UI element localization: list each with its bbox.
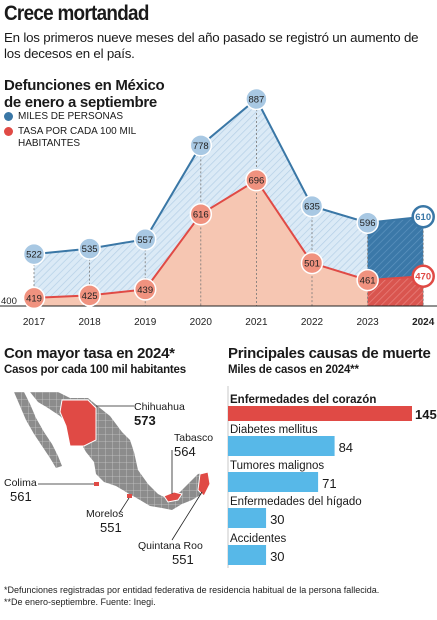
point-tasa-2020 <box>189 202 213 226</box>
bar-value-3: 30 <box>270 512 284 527</box>
x-tick-label-2021: 2021 <box>245 317 268 328</box>
value-label-tasa-2022: 501 <box>304 259 320 270</box>
bar-chart-subtitle: Miles de casos en 2024** <box>228 364 359 376</box>
state-label-tabasco: Tabasco <box>174 432 214 444</box>
state-label-morelos: Morelos <box>86 508 124 520</box>
legend-item-personas: MILES DE PERSONAS <box>4 111 148 123</box>
point-personas-2018 <box>78 237 101 260</box>
state-label-quintana-roo: Quintana Roo <box>138 540 203 552</box>
x-tick-label-2018: 2018 <box>78 317 101 328</box>
map-subtitle: Casos por cada 100 mil habitantes <box>4 364 186 376</box>
state-quintana-roo <box>197 471 211 497</box>
point-tasa-2017 <box>22 286 46 310</box>
state-value-morelos: 551 <box>100 520 122 535</box>
value-label-personas-2022: 635 <box>304 202 320 213</box>
bar-4 <box>228 545 267 565</box>
point-tasa-2018 <box>78 284 101 307</box>
x-tick-label-2017: 2017 <box>23 317 46 328</box>
state-value-chihuahua: 573 <box>134 413 156 428</box>
x-tick-label-2019: 2019 <box>134 317 157 328</box>
line-chart-title-line2: de enero a septiembre <box>4 94 157 111</box>
page-title: Crece mortandad <box>4 2 149 25</box>
bar-0 <box>228 406 412 421</box>
point-personas-2024 <box>411 204 435 229</box>
area-tasa-2024 <box>367 276 424 306</box>
bar-category-label-2: Tumores malignos <box>230 460 324 472</box>
point-tasa-2022 <box>300 251 324 275</box>
value-label-tasa-2018: 425 <box>82 291 98 302</box>
legend-label-tasa: TASA POR CADA 100 MIL HABITANTES <box>18 126 136 149</box>
legend-dot-blue <box>4 112 13 121</box>
state-morelos <box>127 494 132 498</box>
point-personas-2021 <box>245 87 268 111</box>
leader-morelos <box>119 497 130 513</box>
x-tick-label-2023: 2023 <box>356 317 379 328</box>
footnote-2: **De enero-septiembre. Fuente: Inegi. <box>4 597 156 607</box>
y-tick-label-400: 400 <box>1 296 17 307</box>
page-subtitle: En los primeros nueve meses del año pasa… <box>4 30 419 61</box>
value-label-personas-2018: 535 <box>82 244 98 255</box>
bar-3 <box>228 508 267 528</box>
bar-chart: Enfermedades del corazón 145 Diabetes mell… <box>227 386 437 568</box>
legend-item-tasa: TASA POR CADA 100 MIL HABITANTES <box>4 126 148 150</box>
bar-category-label-4: Accidentes <box>230 533 287 545</box>
bar-value-2: 71 <box>322 476 336 491</box>
state-chihuahua <box>59 399 97 447</box>
bar-category-label-1: Diabetes mellitus <box>230 424 318 436</box>
state-colima <box>94 482 99 486</box>
point-personas-2022 <box>300 194 324 218</box>
value-label-personas-2023: 596 <box>360 218 376 229</box>
point-tasa-2023 <box>356 268 379 292</box>
x-tick-label-2024: 2024 <box>412 317 435 328</box>
value-label-tasa-2024: 470 <box>415 272 431 283</box>
mexico-map <box>14 392 211 541</box>
value-label-tasa-2023: 461 <box>360 276 376 287</box>
x-tick-label-2022: 2022 <box>301 317 324 328</box>
footnote-1: *Defunciones registradas por entidad fed… <box>4 585 380 595</box>
value-label-tasa-2020: 616 <box>193 210 209 221</box>
line-chart: 400 522 535 557 778 887 635 596 610 419 425 439 616 6… <box>0 87 437 328</box>
value-label-personas-2017: 522 <box>26 250 42 261</box>
state-label-chihuahua: Chihuahua <box>134 401 185 413</box>
point-personas-2023 <box>356 211 379 234</box>
map-title: Con mayor tasa en 2024* <box>4 345 175 362</box>
point-tasa-2019 <box>133 278 157 301</box>
value-label-personas-2024: 610 <box>415 212 431 223</box>
legend-label-personas: MILES DE PERSONAS <box>18 111 124 122</box>
point-personas-2017 <box>22 242 46 266</box>
bar-category-label-0: Enfermedades del corazón <box>230 394 376 406</box>
legend-dot-red <box>4 127 13 136</box>
bar-value-1: 84 <box>339 440 353 455</box>
point-tasa-2024 <box>411 264 435 288</box>
line-chart-title-line1: Defunciones en México <box>4 77 165 94</box>
state-value-quintana-roo: 551 <box>172 552 194 567</box>
point-personas-2019 <box>133 228 157 251</box>
value-label-personas-2020: 778 <box>193 141 209 152</box>
bar-value-0: 145 <box>415 407 437 422</box>
state-label-colima: Colima <box>4 477 37 489</box>
leader-quintana-roo <box>171 491 203 541</box>
point-tasa-2021 <box>245 168 268 192</box>
bar-category-label-3: Enfermedades del hígado <box>230 496 362 508</box>
area-personas-2024 <box>367 216 424 281</box>
bar-value-4: 30 <box>270 549 284 564</box>
bar-chart-title: Principales causas de muerte <box>228 345 431 362</box>
x-tick-label-2020: 2020 <box>190 317 213 328</box>
line-chart-legend: MILES DE PERSONAS TASA POR CADA 100 MIL … <box>4 111 148 153</box>
value-label-tasa-2017: 419 <box>26 293 42 304</box>
area-tasa <box>34 180 424 306</box>
value-label-tasa-2019: 439 <box>137 285 153 296</box>
value-label-personas-2019: 557 <box>137 235 153 246</box>
state-value-colima: 561 <box>10 489 32 504</box>
state-value-tabasco: 564 <box>174 444 196 459</box>
baja-california <box>14 392 62 468</box>
value-label-tasa-2021: 696 <box>248 176 264 187</box>
point-personas-2020 <box>189 134 213 157</box>
bar-1 <box>228 436 335 456</box>
line-chart-title: Defunciones en México de enero a septiem… <box>4 77 165 111</box>
value-label-personas-2021: 887 <box>248 95 264 106</box>
bar-2 <box>228 472 319 492</box>
